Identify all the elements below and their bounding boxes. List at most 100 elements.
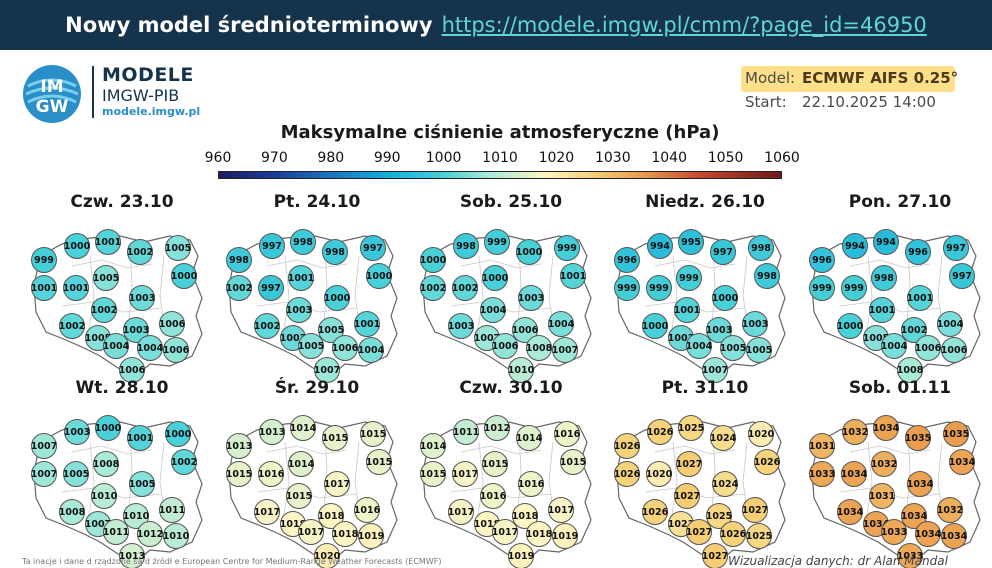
- pressure-marker: 1027: [742, 497, 768, 523]
- colorbar-tick-label: 980: [317, 150, 345, 166]
- pressure-marker: 1001: [674, 297, 700, 323]
- pressure-marker: 1006: [159, 311, 185, 337]
- pressure-marker: 1007: [31, 433, 57, 459]
- pressure-marker: 1000: [642, 313, 668, 339]
- pressure-marker: 1024: [710, 425, 736, 451]
- header-banner: Nowy model średnioterminowy https://mode…: [0, 0, 992, 50]
- pressure-marker: 1002: [127, 239, 153, 265]
- pressure-marker: 1018: [332, 521, 358, 547]
- panel-date: Sob. 01.11: [848, 378, 952, 398]
- pressure-marker: 999: [614, 275, 640, 301]
- chart-title: Maksymalne ciśnienie atmosferyczne (hPa): [280, 122, 720, 143]
- pressure-marker: 1017: [254, 499, 280, 525]
- pressure-marker: 1000: [712, 285, 738, 311]
- colorbar: [218, 171, 782, 179]
- pressure-marker: 1010: [91, 483, 117, 509]
- pressure-marker: 1004: [937, 311, 963, 337]
- pressure-marker: 1000: [64, 233, 90, 259]
- pressure-marker: 1017: [452, 461, 478, 487]
- pressure-marker: 1015: [366, 449, 392, 475]
- pressure-marker: 1027: [676, 451, 702, 477]
- pressure-marker: 1003: [448, 313, 474, 339]
- pressure-marker: 997: [259, 233, 285, 259]
- pressure-marker: 1001: [95, 229, 121, 255]
- colorbar-tick-label: 1060: [764, 150, 800, 166]
- pressure-marker: 999: [31, 247, 57, 273]
- pressure-marker: 999: [809, 275, 835, 301]
- pressure-marker: 1006: [941, 337, 967, 363]
- colorbar-tick-label: 1040: [651, 150, 688, 166]
- pressure-marker: 1034: [915, 521, 941, 547]
- panel-date: Śr. 29.10: [274, 378, 360, 398]
- pressure-marker: 998: [290, 229, 316, 255]
- map-panel: Czw. 30.10 1011 1012 1014 1016 1014 1015 1017 10…: [420, 378, 601, 568]
- pressure-marker: 1000: [366, 263, 392, 289]
- panel-date: Pon. 27.10: [848, 192, 952, 212]
- pressure-marker: 1019: [552, 523, 578, 549]
- pressure-marker: 997: [710, 239, 736, 265]
- footer-source: Ta inacje i dane d rządzone są d źródł e…: [22, 557, 442, 566]
- pressure-marker: 1034: [907, 471, 933, 497]
- colorbar-ticks: 960 970 980 990 1000 1010 1020 1030 1040 1050 1060: [200, 150, 800, 170]
- pressure-marker: 1001: [31, 275, 57, 301]
- pressure-marker: 1005: [746, 337, 772, 363]
- pressure-marker: 1026: [614, 433, 640, 459]
- pressure-marker: 999: [841, 275, 867, 301]
- pressure-marker: 1007: [552, 337, 578, 363]
- pressure-marker: 1011: [453, 419, 479, 445]
- pressure-marker: 1013: [259, 419, 285, 445]
- pressure-marker: 1004: [103, 333, 129, 359]
- pressure-marker: 996: [905, 239, 931, 265]
- model-label: Model:: [745, 69, 796, 87]
- pressure-marker: 1006: [163, 337, 189, 363]
- colorbar-tick-label: 1050: [707, 150, 744, 166]
- pressure-marker: 1034: [841, 461, 867, 487]
- pressure-marker: 1014: [420, 433, 446, 459]
- colorbar-tick-label: 1000: [425, 150, 462, 166]
- pressure-marker: 1000: [324, 285, 350, 311]
- pressure-marker: 1016: [518, 471, 544, 497]
- pressure-marker: 1015: [560, 449, 586, 475]
- pressure-marker: 999: [676, 265, 702, 291]
- panel-date: Pt. 31.10: [661, 378, 749, 398]
- pressure-marker: 1017: [448, 499, 474, 525]
- map-panel: Pt. 31.10 1026 1025 1024 1020 1026 1026 1020 102…: [614, 378, 795, 568]
- pressure-marker: 1002: [420, 275, 446, 301]
- pressure-marker: 995: [678, 229, 704, 255]
- pressure-marker: 1015: [286, 483, 312, 509]
- pressure-marker: 1008: [897, 357, 923, 383]
- logo-subtitle: IMGW-PIB: [102, 86, 180, 105]
- pressure-marker: 1001: [869, 297, 895, 323]
- pressure-marker: 1015: [482, 451, 508, 477]
- pressure-marker: 1000: [420, 247, 446, 273]
- logo-divider: [92, 66, 94, 118]
- pressure-marker: 1016: [258, 461, 284, 487]
- header-url-link[interactable]: https://modele.imgw.pl/cmm/?page_id=4695…: [441, 13, 927, 37]
- pressure-marker: 997: [943, 235, 969, 261]
- pressure-marker: 1015: [226, 461, 252, 487]
- pressure-marker: 994: [647, 233, 673, 259]
- pressure-marker: 1005: [63, 461, 89, 487]
- panel-date: Wt. 28.10: [75, 378, 169, 398]
- pressure-marker: 1008: [59, 499, 85, 525]
- pressure-marker: 1031: [869, 483, 895, 509]
- poland-map: 997 998 998 997 998 1000 997 1001 1002 1000 1003 10…: [226, 216, 407, 383]
- pressure-marker: 1006: [915, 335, 941, 361]
- pressure-marker: 1001: [63, 275, 89, 301]
- logo-mark-bottom: GW: [36, 97, 69, 117]
- logo-mark-top: IM: [40, 77, 63, 97]
- pressure-marker: 1027: [702, 543, 728, 568]
- panel-date: Pt. 24.10: [273, 192, 361, 212]
- pressure-marker: 1000: [516, 239, 542, 265]
- pressure-marker: 1006: [492, 333, 518, 359]
- poland-map: 1003 1000 1001 1000 1007 1002 1005 1008 1007 1005…: [31, 402, 212, 568]
- map-panel: Niedz. 26.10 994 995 997 998 996 998 999 999 999 1…: [614, 192, 795, 383]
- pressure-marker: 1031: [809, 433, 835, 459]
- pressure-marker: 998: [322, 239, 348, 265]
- pressure-marker: 1001: [288, 265, 314, 291]
- imgw-logo-icon: IM GW: [22, 64, 82, 124]
- pressure-marker: 1005: [93, 265, 119, 291]
- pressure-marker: 1007: [314, 357, 340, 383]
- pressure-marker: 1000: [171, 263, 197, 289]
- pressure-marker: 1002: [59, 313, 85, 339]
